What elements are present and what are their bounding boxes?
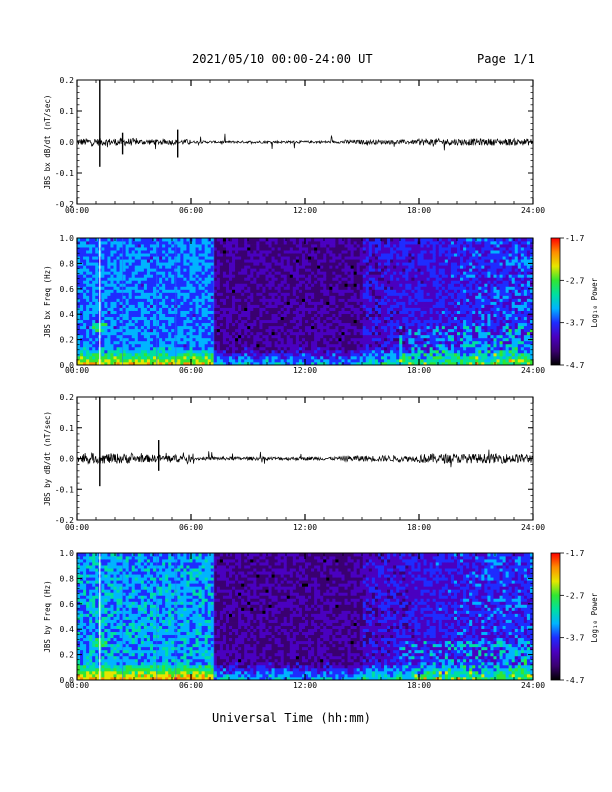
x-tick-label: 12:00: [293, 523, 317, 532]
signal-trace-0: [76, 133, 534, 151]
plot-title: 2021/05/10 00:00-24:00 UT: [192, 52, 373, 66]
y-axis-label: JBS bx dB/dt (nT/sec): [43, 95, 52, 190]
y-axis-label: JBS by Freq (Hz): [43, 580, 52, 652]
x-tick-label: 24:00: [521, 523, 545, 532]
x-tick-label: 06:00: [179, 681, 203, 690]
x-tick-label: 00:00: [65, 206, 89, 215]
y-tick-label: -0.1: [55, 485, 74, 494]
signal-trace-2: [76, 449, 534, 468]
y-tick-label: 0.8: [60, 574, 75, 583]
colorbar: [550, 552, 561, 681]
y-tick-label: 0.4: [60, 310, 75, 319]
x-tick-label: 24:00: [521, 681, 545, 690]
x-tick-label: 12:00: [293, 681, 317, 690]
colorbar-tick-label: -1.7: [565, 234, 584, 243]
y-tick-label: 0.0: [60, 138, 75, 147]
colorbar-tick-label: -2.7: [565, 276, 584, 285]
x-tick-label: 00:00: [65, 681, 89, 690]
colorbar-tick-label: -3.7: [565, 634, 584, 643]
x-tick-label: 12:00: [293, 366, 317, 375]
x-tick-label: 06:00: [179, 366, 203, 375]
colorbar-tick-label: -3.7: [565, 319, 584, 328]
x-tick-label: 18:00: [407, 681, 431, 690]
colorbar-tick-label: -2.7: [565, 591, 584, 600]
colorbar: [550, 237, 561, 366]
y-tick-label: -0.2: [55, 200, 74, 209]
colorbar-tick-label: -4.7: [565, 361, 584, 370]
y-tick-label: 0.6: [60, 285, 75, 294]
y-tick-label: 0.0: [60, 455, 75, 464]
page-indicator: Page 1/1: [477, 52, 535, 66]
y-tick-label: 1.0: [60, 234, 75, 243]
y-tick-label: 1.0: [60, 549, 75, 558]
x-tick-label: 12:00: [293, 206, 317, 215]
colorbar-tick-label: -4.7: [565, 676, 584, 685]
x-tick-label: 18:00: [407, 366, 431, 375]
x-tick-label: 18:00: [407, 206, 431, 215]
x-tick-label: 18:00: [407, 523, 431, 532]
y-tick-label: 0.2: [60, 393, 75, 402]
colorbar-tick-label: -1.7: [565, 549, 584, 558]
y-tick-label: 0.0: [60, 361, 75, 370]
colorbar-label: Log₁₀ Power: [590, 592, 599, 642]
spectrogram-3: [77, 553, 534, 681]
y-axis-label: JBS bx Freq (Hz): [43, 265, 52, 337]
y-tick-label: 0.0: [60, 676, 75, 685]
y-tick-label: 0.2: [60, 651, 75, 660]
spectrogram-1: [77, 238, 534, 366]
x-tick-label: 24:00: [521, 206, 545, 215]
y-tick-label: 0.6: [60, 600, 75, 609]
y-tick-label: 0.2: [60, 76, 75, 85]
colorbar-label: Log₁₀ Power: [590, 277, 599, 327]
x-tick-label: 06:00: [179, 523, 203, 532]
y-tick-label: 0.2: [60, 336, 75, 345]
y-tick-label: 0.8: [60, 259, 75, 268]
x-tick-label: 00:00: [65, 366, 89, 375]
y-tick-label: 0.1: [60, 424, 75, 433]
x-axis-title: Universal Time (hh:mm): [212, 711, 371, 725]
x-tick-label: 06:00: [179, 206, 203, 215]
y-tick-label: 0.1: [60, 107, 75, 116]
y-tick-label: -0.2: [55, 516, 74, 525]
y-tick-label: -0.1: [55, 169, 74, 178]
y-axis-label: JBS by dB/dt (nT/sec): [43, 411, 52, 506]
y-tick-label: 0.4: [60, 625, 75, 634]
x-tick-label: 24:00: [521, 366, 545, 375]
x-tick-label: 00:00: [65, 523, 89, 532]
